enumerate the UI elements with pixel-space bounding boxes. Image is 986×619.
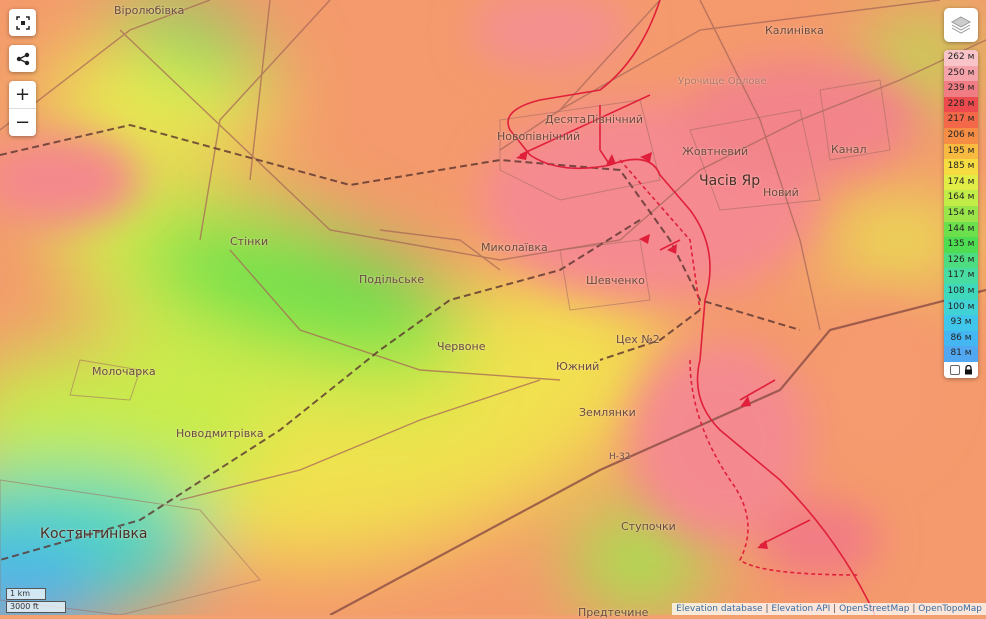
- attribution-link[interactable]: OpenTopoMap: [918, 604, 982, 614]
- scale-metric: 1 km: [6, 588, 46, 600]
- fullscreen-icon[interactable]: [9, 9, 36, 36]
- layers-button[interactable]: [944, 8, 978, 42]
- layers-icon: [950, 16, 972, 34]
- legend-entry: 217 м: [944, 112, 978, 128]
- place-label: Подільське: [359, 273, 425, 286]
- attribution-link[interactable]: OpenStreetMap: [839, 604, 910, 614]
- place-label: Новий: [763, 186, 799, 199]
- legend-entry: 250 м: [944, 65, 978, 82]
- place-label: Шевченко: [586, 274, 645, 287]
- legend-entry: 100 м: [944, 299, 978, 316]
- elevation-legend: 262 м 250 м 239 м 228 м 217 м 206 м 195 м 185 м…: [944, 50, 978, 378]
- attribution-link[interactable]: Elevation API: [771, 604, 831, 614]
- zoom-in-button[interactable]: +: [14, 84, 31, 105]
- legend-entry: 206 м: [944, 127, 978, 144]
- place-label: Північний: [587, 113, 644, 126]
- arrowheads: [516, 150, 768, 549]
- place-label: Предтечине: [578, 606, 649, 619]
- zoom-control: + −: [9, 81, 36, 136]
- place-label: Калинівка: [765, 24, 824, 37]
- legend-entry: 93 м: [944, 315, 978, 331]
- share-button[interactable]: [9, 45, 36, 72]
- fullscreen-button[interactable]: [9, 9, 36, 36]
- share-icon[interactable]: [9, 45, 36, 72]
- place-label: Урочище Орлове: [678, 76, 767, 87]
- legend-entry: 144 м: [944, 221, 978, 238]
- legend-entry: 239 м: [944, 81, 978, 97]
- legend-entry: 228 м: [944, 96, 978, 113]
- legend-entry: 117 м: [944, 268, 978, 284]
- place-label: Червоне: [437, 340, 486, 353]
- city-label: Часів Яр: [699, 173, 761, 189]
- legend-checkbox[interactable]: [949, 364, 960, 375]
- railways: [0, 123, 801, 561]
- legend-entry: 195 м: [944, 143, 978, 160]
- place-label: Стінки: [230, 235, 269, 248]
- place-label: Цех №2: [616, 333, 660, 346]
- legend-entry: 262 м: [944, 50, 978, 66]
- place-label: Жовтневий: [682, 145, 749, 158]
- place-label: Новодмитрівка: [176, 427, 264, 440]
- legend-entry: 81 м: [944, 346, 978, 362]
- legend-entry: 135 м: [944, 237, 978, 253]
- settlement-blocks: [0, 79, 891, 615]
- place-label: Южний: [556, 360, 600, 373]
- highway-h32: [329, 288, 986, 615]
- zoom-out-button[interactable]: −: [9, 108, 36, 136]
- lock-icon[interactable]: [964, 364, 973, 375]
- scale-imperial: 3000 ft: [6, 601, 66, 613]
- road-label: Н-32: [609, 452, 631, 462]
- place-label: Новопівнічний: [497, 130, 581, 143]
- place-label: Землянки: [579, 406, 636, 419]
- city-label: Костянтинівка: [40, 526, 148, 542]
- place-label: Віролюбівка: [114, 4, 185, 17]
- attribution: Elevation database | Elevation API | Ope…: [672, 603, 986, 615]
- attribution-link[interactable]: Elevation database: [676, 604, 763, 614]
- legend-entry: 164 м: [944, 190, 978, 206]
- legend-entry: 108 м: [944, 283, 978, 300]
- place-label: Канал: [831, 143, 867, 156]
- legend-entry: 86 м: [944, 330, 978, 347]
- place-label: Десята: [545, 113, 587, 126]
- legend-entry: 174 м: [944, 174, 978, 191]
- place-label: Молочарка: [92, 365, 156, 378]
- legend-entry: 126 м: [944, 252, 978, 269]
- legend-entry: 185 м: [944, 159, 978, 175]
- place-label: Ступочки: [621, 520, 676, 533]
- place-label: Миколаївка: [481, 241, 548, 254]
- legend-entry: 154 м: [944, 205, 978, 222]
- front-lines: [507, 0, 876, 615]
